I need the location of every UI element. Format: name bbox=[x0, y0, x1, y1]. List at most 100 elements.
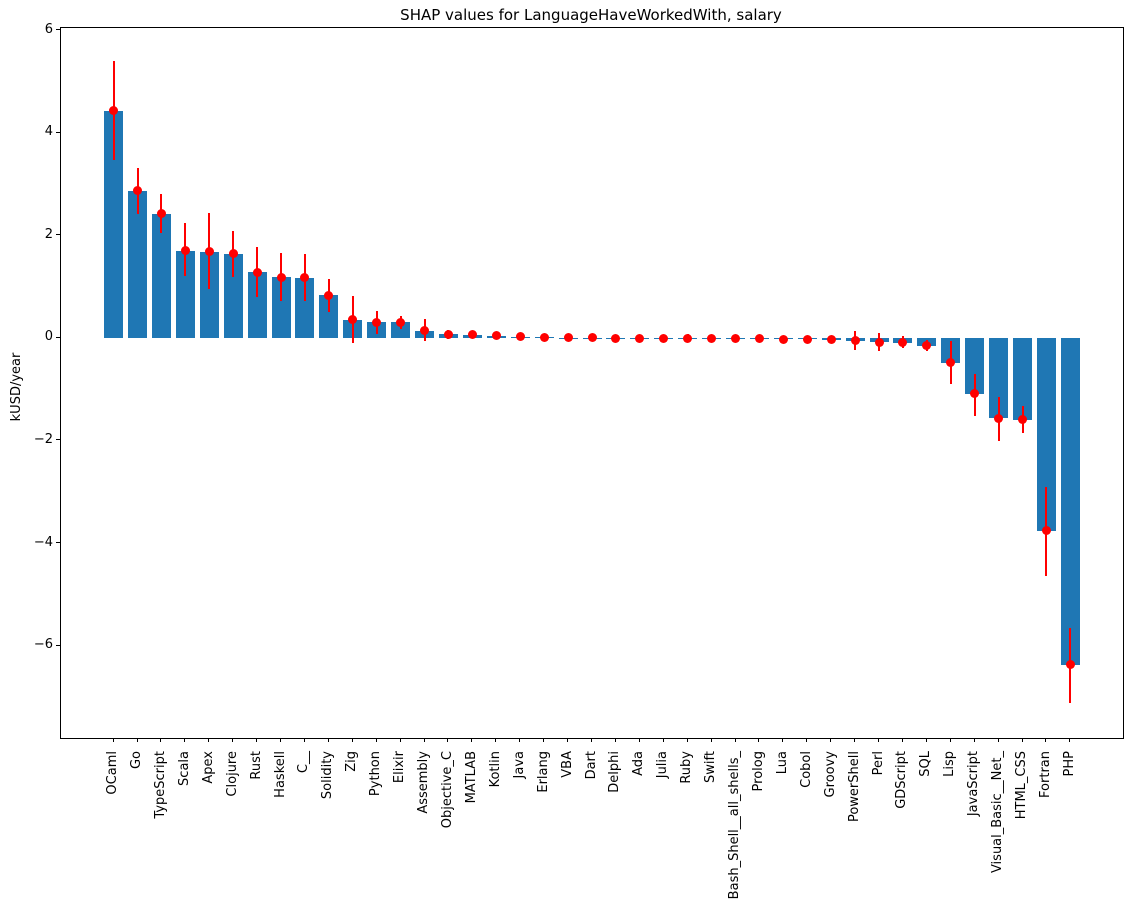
point-GDScript bbox=[898, 338, 908, 348]
x-tick-mark bbox=[375, 738, 377, 742]
x-tick-mark bbox=[280, 738, 282, 742]
point-Lua bbox=[778, 334, 788, 344]
point-Fortran bbox=[1041, 526, 1051, 536]
point-Haskell bbox=[276, 272, 286, 282]
point-Elixir bbox=[396, 317, 406, 327]
x-tick-label-text: Solidity bbox=[320, 751, 336, 800]
x-tick-label-text: Perl bbox=[870, 751, 886, 776]
bar-Apex bbox=[199, 251, 219, 338]
x-tick-mark bbox=[567, 738, 569, 742]
point-Kotlin bbox=[491, 331, 501, 341]
y-tick-mark bbox=[56, 439, 60, 441]
point-Prolog bbox=[754, 334, 764, 344]
point-Scala bbox=[180, 246, 190, 256]
x-tick-mark bbox=[997, 738, 999, 742]
point-JavaScript bbox=[970, 389, 980, 399]
x-tick-label-text: Ruby bbox=[679, 751, 695, 784]
x-tick-label-text: Go bbox=[129, 751, 145, 770]
x-tick-mark bbox=[878, 738, 880, 742]
bar-Fortran bbox=[1036, 337, 1056, 531]
y-axis-label-text: kUSD/year bbox=[9, 352, 24, 422]
y-tick-label: −6 bbox=[33, 637, 53, 653]
point-Ada bbox=[635, 333, 645, 343]
x-tick-label-text: Clojure bbox=[224, 751, 240, 797]
point-Clojure bbox=[228, 249, 238, 259]
y-tick-mark bbox=[56, 29, 60, 31]
x-tick-label-text: GDScript bbox=[894, 751, 910, 809]
bar-Go bbox=[128, 190, 148, 338]
x-tick-label-text: JavaScript bbox=[966, 751, 982, 817]
x-tick-label-text: Elixir bbox=[392, 751, 408, 784]
y-tick-label: 0 bbox=[44, 329, 53, 345]
bar-Scala bbox=[175, 250, 195, 338]
x-tick-label-text: Java bbox=[511, 751, 527, 779]
x-tick-label-text: Lua bbox=[774, 751, 790, 775]
x-tick-label-text: Julia bbox=[655, 751, 671, 779]
x-tick-label-text: Swift bbox=[703, 751, 719, 783]
x-tick-label-text: Ada bbox=[631, 751, 647, 776]
x-tick-label-text: Rust bbox=[248, 751, 264, 780]
y-tick-mark bbox=[56, 542, 60, 544]
x-tick-mark bbox=[1045, 738, 1047, 742]
x-tick-label-text: Kotlin bbox=[487, 751, 503, 788]
x-tick-label-text: HTML_CSS bbox=[1014, 751, 1030, 820]
x-tick-label-text: Delphi bbox=[607, 751, 623, 793]
x-tick-mark bbox=[758, 738, 760, 742]
x-tick-mark bbox=[710, 738, 712, 742]
x-tick-mark bbox=[614, 738, 616, 742]
point-Julia bbox=[659, 333, 669, 343]
point-Dart bbox=[587, 333, 597, 343]
x-tick-label-text: Haskell bbox=[272, 751, 288, 798]
bar-Clojure bbox=[223, 253, 243, 338]
bar-Haskell bbox=[271, 277, 291, 338]
point-Perl bbox=[874, 337, 884, 347]
x-tick-label-text: TypeScript bbox=[152, 751, 168, 819]
x-tick-mark bbox=[686, 738, 688, 742]
point-HTML_CSS bbox=[1018, 415, 1028, 425]
point-Cobol bbox=[802, 334, 812, 344]
bar-Solidity bbox=[319, 295, 339, 338]
x-tick-mark bbox=[901, 738, 903, 742]
point-C__ bbox=[300, 273, 310, 283]
x-tick-label-text: Bash_Shell__all_shells_ bbox=[727, 751, 742, 900]
x-tick-label-text: Apex bbox=[200, 751, 216, 784]
point-Bash_Shell__all_shells_ bbox=[731, 333, 740, 343]
point-VBA bbox=[563, 333, 573, 343]
point-Python bbox=[372, 317, 382, 327]
x-tick-label-text: SQL bbox=[918, 751, 934, 777]
x-tick-mark bbox=[256, 738, 258, 742]
x-tick-mark bbox=[949, 738, 951, 742]
x-tick-label-text: MATLAB bbox=[463, 751, 479, 804]
bar-JavaScript bbox=[965, 337, 985, 394]
point-OCaml bbox=[109, 106, 119, 116]
x-tick-label-text: Dart bbox=[583, 751, 599, 780]
point-Groovy bbox=[826, 335, 836, 345]
point-PowerShell bbox=[850, 336, 860, 346]
x-tick-mark bbox=[782, 738, 784, 742]
x-tick-mark bbox=[543, 738, 545, 742]
x-tick-mark bbox=[662, 738, 664, 742]
x-tick-mark bbox=[854, 738, 856, 742]
y-tick-label: 4 bbox=[44, 124, 53, 140]
x-tick-mark bbox=[208, 738, 210, 742]
y-tick-label: 6 bbox=[44, 21, 53, 37]
bar-Rust bbox=[247, 272, 267, 338]
y-tick-label: −4 bbox=[33, 534, 53, 550]
x-tick-mark bbox=[495, 738, 497, 742]
point-Lisp bbox=[946, 358, 956, 368]
plot-area bbox=[60, 27, 1124, 739]
x-tick-mark bbox=[638, 738, 640, 742]
x-tick-mark bbox=[519, 738, 521, 742]
chart-title: SHAP values for LanguageHaveWorkedWith, … bbox=[400, 6, 782, 24]
point-PHP bbox=[1065, 660, 1075, 670]
x-tick-mark bbox=[112, 738, 114, 742]
point-Zig bbox=[348, 315, 358, 325]
x-tick-label-text: VBA bbox=[559, 751, 575, 778]
x-tick-label-text: Fortran bbox=[1037, 751, 1053, 798]
x-tick-mark bbox=[591, 738, 592, 742]
x-tick-mark bbox=[303, 738, 305, 742]
x-tick-mark bbox=[806, 738, 808, 742]
x-tick-mark bbox=[160, 738, 162, 742]
y-tick-mark bbox=[56, 234, 60, 236]
x-tick-mark bbox=[184, 738, 186, 742]
